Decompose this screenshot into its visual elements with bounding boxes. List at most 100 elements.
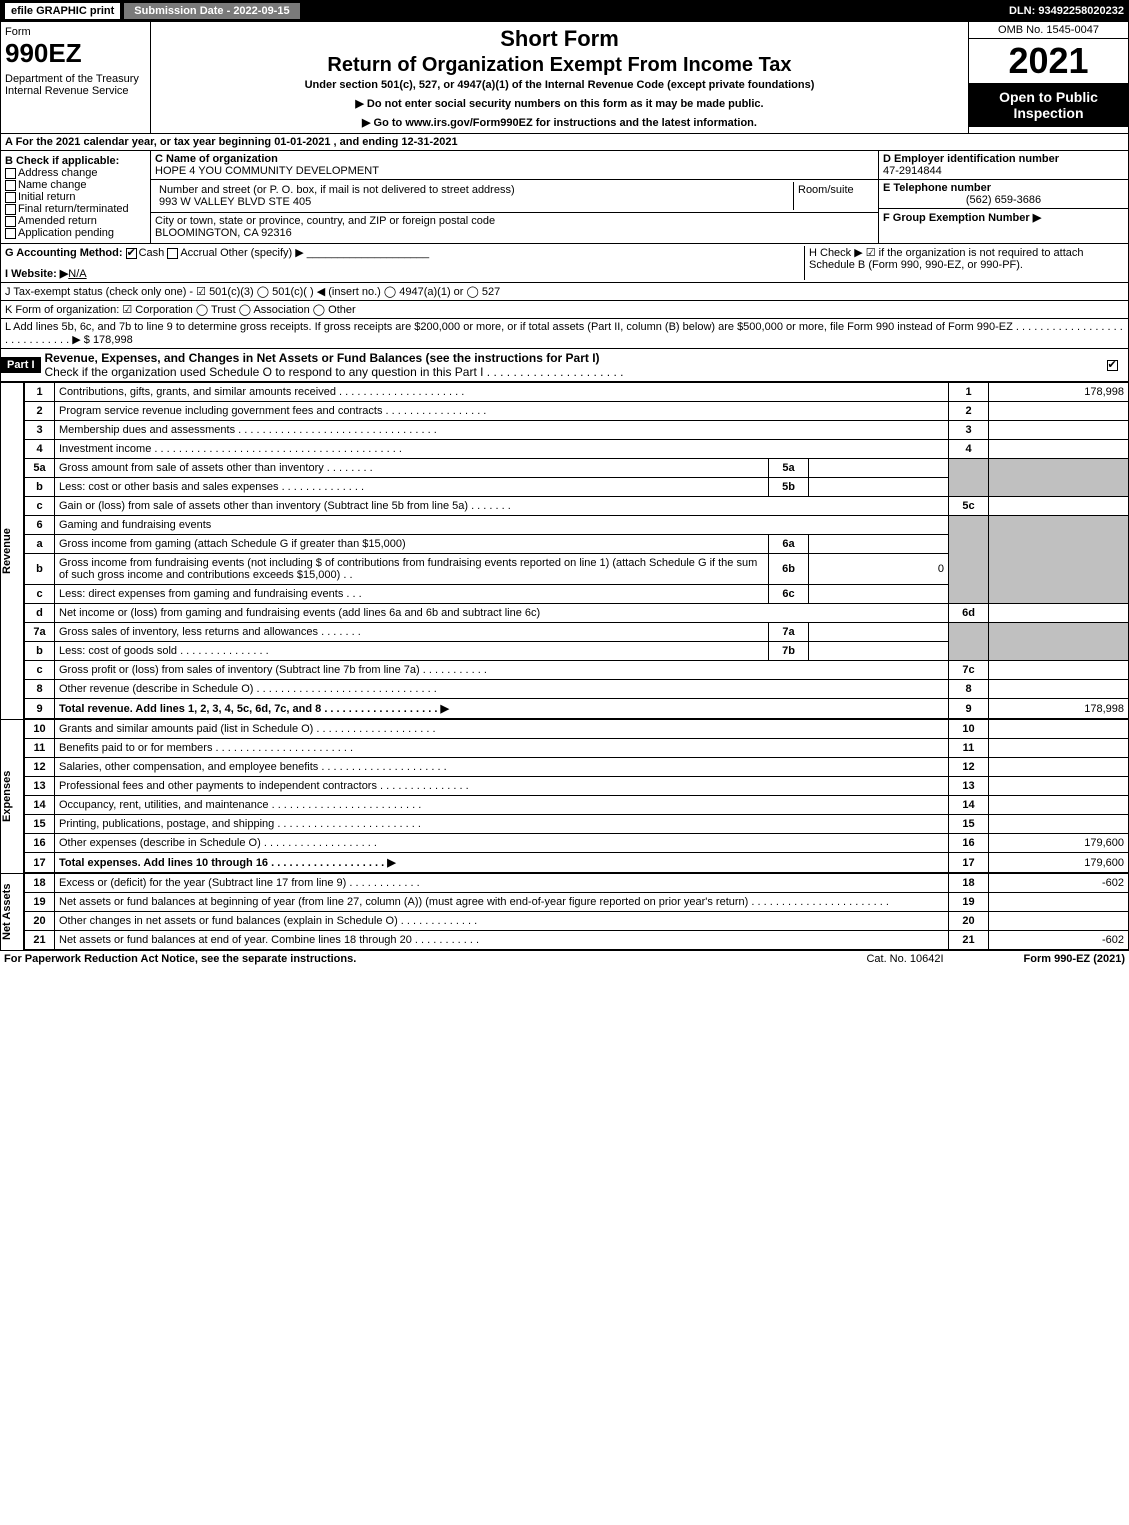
ein-block: D Employer identification number 47-2914…: [879, 151, 1128, 180]
efile-label[interactable]: efile GRAPHIC print: [5, 3, 120, 19]
table-row: 21Net assets or fund balances at end of …: [25, 931, 1129, 950]
website: N/A: [68, 268, 86, 280]
ein: 47-2914844: [883, 165, 1124, 177]
section-j: J Tax-exempt status (check only one) - ☑…: [0, 283, 1129, 301]
city-label: City or town, state or province, country…: [155, 215, 874, 227]
table-row: 19Net assets or fund balances at beginni…: [25, 893, 1129, 912]
under-section: Under section 501(c), 527, or 4947(a)(1)…: [155, 79, 964, 91]
section-b: B Check if applicable: Address change Na…: [1, 151, 151, 243]
table-row: dNet income or (loss) from gaming and fu…: [25, 604, 1129, 623]
part1-header: Part I Revenue, Expenses, and Changes in…: [0, 349, 1129, 382]
part1-title: Revenue, Expenses, and Changes in Net As…: [41, 349, 1098, 381]
table-row: 2Program service revenue including gover…: [25, 402, 1129, 421]
section-d: D Employer identification number 47-2914…: [878, 151, 1128, 243]
b-item-1: Name change: [5, 179, 146, 191]
tel-block: E Telephone number (562) 659-3686: [879, 180, 1128, 209]
expenses-section: Expenses 10Grants and similar amounts pa…: [0, 719, 1129, 873]
omb-number: OMB No. 1545-0047: [969, 22, 1128, 39]
table-row: 12Salaries, other compensation, and empl…: [25, 758, 1129, 777]
l-amount: $ 178,998: [84, 334, 133, 346]
street: 993 W VALLEY BLVD STE 405: [159, 196, 789, 208]
table-row: 14Occupancy, rent, utilities, and mainte…: [25, 796, 1129, 815]
return-title: Return of Organization Exempt From Incom…: [155, 54, 964, 77]
city: BLOOMINGTON, CA 92316: [155, 227, 874, 239]
name-label: C Name of organization: [155, 153, 874, 165]
table-row: 6Gaming and fundraising events: [25, 516, 1129, 535]
form-number: 990EZ: [5, 38, 146, 69]
checkbox-icon[interactable]: [1107, 360, 1118, 371]
top-bar: efile GRAPHIC print Submission Date - 20…: [0, 0, 1129, 22]
table-row: 11Benefits paid to or for members . . . …: [25, 739, 1129, 758]
section-l: L Add lines 5b, 6c, and 7b to line 9 to …: [0, 319, 1129, 349]
ein-label: D Employer identification number: [883, 153, 1124, 165]
b-item-5: Application pending: [5, 227, 146, 239]
room-label: Room/suite: [794, 182, 874, 210]
header-right: OMB No. 1545-0047 2021 Open to Public In…: [968, 22, 1128, 133]
expenses-side-label: Expenses: [0, 719, 24, 873]
row-gh: G Accounting Method: Cash Accrual Other …: [0, 244, 1129, 283]
tax-year: 2021: [969, 39, 1128, 83]
checkbox-icon[interactable]: [5, 180, 16, 191]
org-name: HOPE 4 YOU COMMUNITY DEVELOPMENT: [155, 165, 874, 177]
revenue-section: Revenue 1Contributions, gifts, grants, a…: [0, 382, 1129, 719]
b-item-0: Address change: [5, 167, 146, 179]
table-row: 17Total expenses. Add lines 10 through 1…: [25, 853, 1129, 873]
b-item-3: Final return/terminated: [5, 203, 146, 215]
table-row: 4Investment income . . . . . . . . . . .…: [25, 440, 1129, 459]
section-k: K Form of organization: ☑ Corporation ◯ …: [0, 301, 1129, 319]
org-name-block: C Name of organization HOPE 4 YOU COMMUN…: [151, 151, 878, 180]
section-c: C Name of organization HOPE 4 YOU COMMUN…: [151, 151, 878, 243]
checkbox-icon[interactable]: [5, 228, 16, 239]
header-center: Short Form Return of Organization Exempt…: [151, 22, 968, 133]
form-label: Form: [5, 26, 146, 38]
section-h: H Check ▶ ☑ if the organization is not r…: [804, 246, 1124, 280]
table-row: 8Other revenue (describe in Schedule O) …: [25, 680, 1129, 699]
dln: DLN: 93492258020232: [1009, 5, 1124, 17]
table-row: 7aGross sales of inventory, less returns…: [25, 623, 1129, 642]
checkbox-accrual-icon[interactable]: [167, 248, 178, 259]
section-b-title: B Check if applicable:: [5, 155, 146, 167]
tel-label: E Telephone number: [883, 182, 1124, 194]
part1-label: Part I: [1, 357, 41, 373]
table-row: 3Membership dues and assessments . . . .…: [25, 421, 1129, 440]
table-row: 5aGross amount from sale of assets other…: [25, 459, 1129, 478]
checkbox-icon[interactable]: [5, 216, 16, 227]
table-row: cGross profit or (loss) from sales of in…: [25, 661, 1129, 680]
table-row: 9Total revenue. Add lines 1, 2, 3, 4, 5c…: [25, 699, 1129, 719]
tel: (562) 659-3686: [883, 194, 1124, 206]
net-assets-section: Net Assets 18Excess or (deficit) for the…: [0, 873, 1129, 950]
g-label: G Accounting Method:: [5, 247, 123, 259]
header-left: Form 990EZ Department of the Treasury In…: [1, 22, 151, 133]
section-a: A For the 2021 calendar year, or tax yea…: [0, 134, 1129, 151]
table-row: 16Other expenses (describe in Schedule O…: [25, 834, 1129, 853]
revenue-side-label: Revenue: [0, 382, 24, 719]
table-row: 18Excess or (deficit) for the year (Subt…: [25, 874, 1129, 893]
dept-label: Department of the Treasury Internal Reve…: [5, 73, 146, 97]
b-item-4: Amended return: [5, 215, 146, 227]
expenses-table: 10Grants and similar amounts paid (list …: [24, 719, 1129, 873]
checkbox-icon[interactable]: [5, 168, 16, 179]
table-row: 10Grants and similar amounts paid (list …: [25, 720, 1129, 739]
table-row: cGain or (loss) from sale of assets othe…: [25, 497, 1129, 516]
checkbox-icon[interactable]: [5, 204, 16, 215]
submission-date: Submission Date - 2022-09-15: [124, 3, 299, 19]
form-header: Form 990EZ Department of the Treasury In…: [0, 22, 1129, 134]
open-inspection: Open to Public Inspection: [969, 83, 1128, 127]
row-bcd: B Check if applicable: Address change Na…: [0, 151, 1129, 244]
page-footer: For Paperwork Reduction Act Notice, see …: [0, 950, 1129, 967]
b-item-2: Initial return: [5, 191, 146, 203]
footer-left: For Paperwork Reduction Act Notice, see …: [4, 953, 866, 965]
goto-note: ▶ Go to www.irs.gov/Form990EZ for instru…: [155, 116, 964, 129]
city-block: City or town, state or province, country…: [151, 213, 878, 241]
footer-right: Form 990-EZ (2021): [1024, 953, 1125, 965]
checkbox-cash-icon[interactable]: [126, 248, 137, 259]
ssn-note: ▶ Do not enter social security numbers o…: [155, 97, 964, 110]
group-block: F Group Exemption Number ▶: [879, 209, 1128, 226]
net-assets-side-label: Net Assets: [0, 873, 24, 950]
i-label: I Website: ▶: [5, 268, 68, 280]
table-row: 20Other changes in net assets or fund ba…: [25, 912, 1129, 931]
part1-check: [1098, 359, 1128, 371]
group-label: F Group Exemption Number ▶: [883, 211, 1124, 224]
revenue-table: 1Contributions, gifts, grants, and simil…: [24, 382, 1129, 719]
checkbox-icon[interactable]: [5, 192, 16, 203]
